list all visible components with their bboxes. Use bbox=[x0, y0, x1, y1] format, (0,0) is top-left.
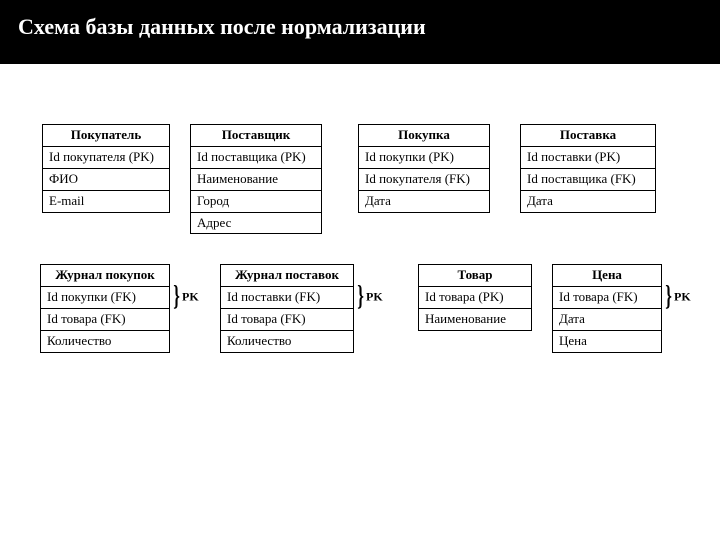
table-header: Покупатель bbox=[43, 125, 170, 147]
table-price: Цена Id товара (FK) Дата Цена bbox=[552, 264, 662, 353]
table-header: Поставщик bbox=[191, 125, 322, 147]
page-title: Схема базы данных после нормализации bbox=[0, 0, 720, 64]
table-row: Id покупателя (FK) bbox=[359, 168, 490, 190]
schema-canvas: Покупатель Id покупателя (PK) ФИО E-mail… bbox=[0, 64, 720, 524]
table-row: Дата bbox=[359, 190, 490, 212]
brace-icon: } bbox=[173, 286, 180, 308]
table-row: Адрес bbox=[191, 212, 322, 234]
table-buyer: Покупатель Id покупателя (PK) ФИО E-mail bbox=[42, 124, 170, 213]
table-row: Id покупателя (PK) bbox=[43, 146, 170, 168]
table-header: Покупка bbox=[359, 125, 490, 147]
table-row: Id поставщика (FK) bbox=[521, 168, 656, 190]
table-header: Цена bbox=[553, 265, 662, 287]
table-purchase-log: Журнал покупок Id покупки (FK) Id товара… bbox=[40, 264, 170, 353]
table-header: Журнал поставок bbox=[221, 265, 354, 287]
table-row: Дата bbox=[521, 190, 656, 212]
table-row: Город bbox=[191, 190, 322, 212]
table-row: Количество bbox=[41, 330, 170, 352]
table-row: Id товара (FK) bbox=[553, 286, 662, 308]
table-row: Id покупки (PK) bbox=[359, 146, 490, 168]
brace-icon: } bbox=[665, 286, 672, 308]
table-row: Дата bbox=[553, 308, 662, 330]
pk-label: PK bbox=[674, 290, 691, 304]
table-row: Количество bbox=[221, 330, 354, 352]
table-row: Наименование bbox=[419, 308, 532, 330]
table-row: Id поставки (PK) bbox=[521, 146, 656, 168]
table-supplier: Поставщик Id поставщика (PK) Наименовани… bbox=[190, 124, 322, 234]
table-row: E-mail bbox=[43, 190, 170, 212]
pk-brace-supply-log: }PK bbox=[355, 286, 383, 308]
brace-icon: } bbox=[357, 286, 364, 308]
table-row: Наименование bbox=[191, 168, 322, 190]
table-product: Товар Id товара (PK) Наименование bbox=[418, 264, 532, 331]
pk-brace-purchase-log: }PK bbox=[171, 286, 199, 308]
table-row: Цена bbox=[553, 330, 662, 352]
pk-label: PK bbox=[366, 290, 383, 304]
table-row: Id покупки (FK) bbox=[41, 286, 170, 308]
pk-label: PK bbox=[182, 290, 199, 304]
table-row: Id поставщика (PK) bbox=[191, 146, 322, 168]
table-purchase: Покупка Id покупки (PK) Id покупателя (F… bbox=[358, 124, 490, 213]
table-header: Журнал покупок bbox=[41, 265, 170, 287]
table-supply-log: Журнал поставок Id поставки (FK) Id това… bbox=[220, 264, 354, 353]
table-row: Id поставки (FK) bbox=[221, 286, 354, 308]
table-row: Id товара (FK) bbox=[221, 308, 354, 330]
table-row: ФИО bbox=[43, 168, 170, 190]
table-supply: Поставка Id поставки (PK) Id поставщика … bbox=[520, 124, 656, 213]
table-header: Поставка bbox=[521, 125, 656, 147]
pk-brace-price: }PK bbox=[663, 286, 691, 308]
table-header: Товар bbox=[419, 265, 532, 287]
table-row: Id товара (PK) bbox=[419, 286, 532, 308]
table-row: Id товара (FK) bbox=[41, 308, 170, 330]
